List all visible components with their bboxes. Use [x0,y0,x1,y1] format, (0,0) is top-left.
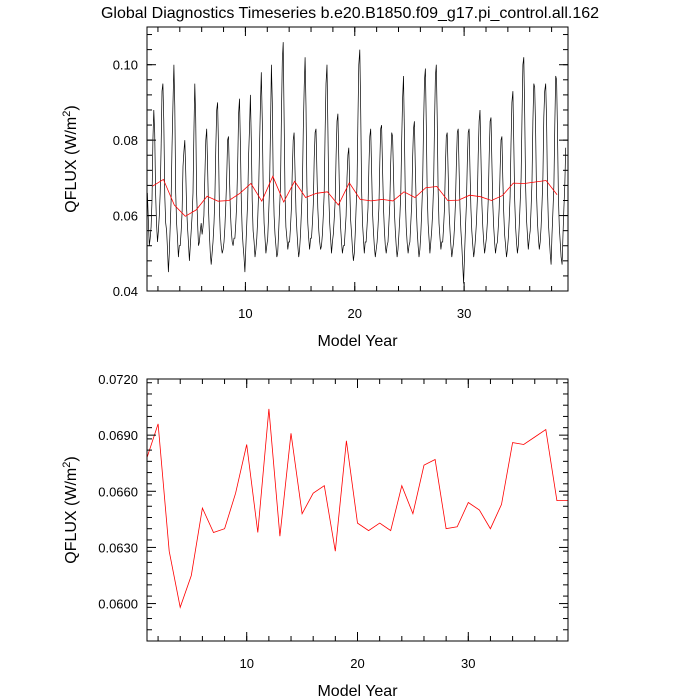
x-tick-label: 30 [461,656,475,671]
x-tick-label: 20 [348,306,362,321]
y-tick-label: 0.0690 [98,428,138,443]
x-tick-label: 10 [238,306,252,321]
y-tick-label: 0.04 [113,284,138,299]
y-tick-label: 0.0600 [98,597,138,612]
plot-frame [146,378,569,642]
x-tick-label: 20 [350,656,364,671]
annual-series-line [152,175,558,217]
bottom-panel: 0.0600 0.0630 0.0660 0.0690 0.0720 10 20 30 Mode… [61,372,569,700]
y-tick-label: 0.08 [113,133,138,148]
top-panel: 0.04 0.06 0.08 0.10 10 20 30 Model Year QFLUX (W… [61,26,569,350]
plot-frame [146,26,569,292]
x-tick-label: 10 [239,656,253,671]
monthly-series-line [147,42,567,284]
y-tick-label: 0.0720 [98,372,138,387]
chart-title: Global Diagnostics Timeseries b.e20.B185… [101,5,599,22]
y-tick-label: 0.0630 [98,540,138,555]
y-axis-label: QFLUX (W/m2) [61,456,80,563]
annual-series-line [147,408,568,609]
x-tick-label: 30 [457,306,471,321]
x-axis-label: Model Year [317,683,398,700]
x-axis-label: Model Year [317,333,398,350]
y-tick-label: 0.10 [113,58,138,73]
y-tick-label: 0.0660 [98,484,138,499]
y-tick-label: 0.06 [113,209,138,224]
y-axis-label: QFLUX (W/m2) [61,105,80,212]
